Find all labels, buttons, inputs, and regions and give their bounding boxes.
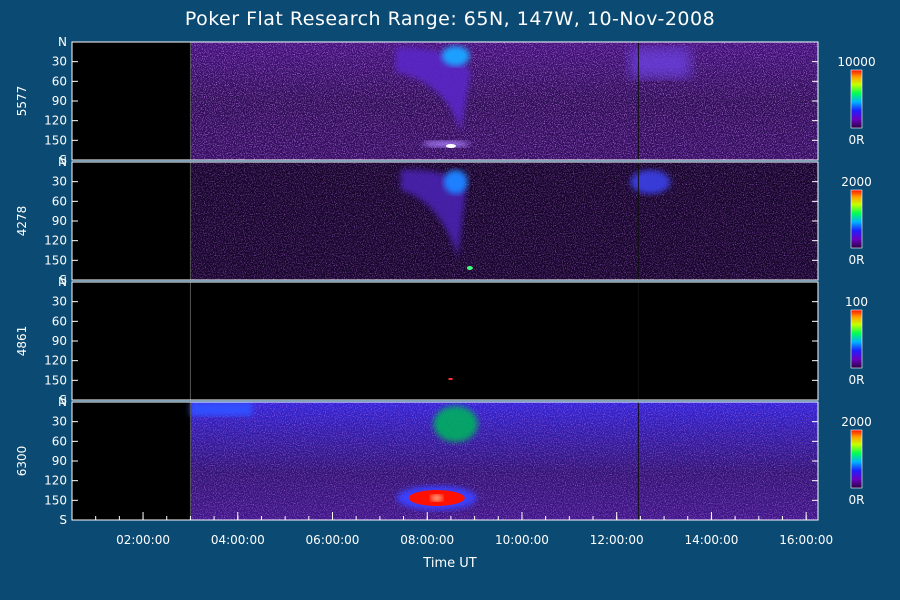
y-tick-label: 90 — [52, 214, 67, 228]
colorbar-min-label: 0R — [849, 493, 865, 507]
y-tick-label: 150 — [44, 373, 67, 387]
y-tick-label: 60 — [52, 434, 67, 448]
colorbar-6300 — [850, 429, 863, 489]
second-arc — [630, 48, 691, 78]
y-tick-label: 150 — [44, 493, 67, 507]
chart-title: Poker Flat Research Range: 65N, 147W, 10… — [184, 8, 716, 30]
colorbar-4861 — [850, 309, 863, 369]
breakup-core — [441, 46, 470, 66]
red-patch-core — [430, 495, 443, 501]
emission-noise — [190, 162, 818, 280]
panel-6300: 6300 N 30 60 90 120 150 S 2000 0R — [15, 395, 872, 527]
y-tick-label: 150 — [44, 253, 67, 267]
x-tick-label: 16:00:00 — [779, 533, 833, 547]
y-tick-label: S — [59, 273, 67, 287]
panel-5577: 5577 N 30 60 90 120 150 S 10000 0R — [15, 35, 876, 167]
panel-4278: 4278 N 30 60 90 120 150 S 2000 0R — [15, 155, 872, 287]
south-spot — [466, 266, 473, 270]
colorbar-min-label: 0R — [849, 133, 865, 147]
y-tick-label: 90 — [52, 454, 67, 468]
y-tick-label: 60 — [52, 194, 67, 208]
y-tick-label: S — [59, 513, 67, 527]
y-tick-label: 60 — [52, 74, 67, 88]
y-tick-label: 120 — [44, 114, 67, 128]
y-tick-label: 150 — [44, 133, 67, 147]
x-axis-label: Time UT — [423, 556, 477, 571]
x-tick-label: 14:00:00 — [684, 533, 738, 547]
red-speck — [448, 378, 453, 380]
y-tick-label: 120 — [44, 474, 67, 488]
y-tick-label: 30 — [52, 175, 67, 189]
breakup-core — [433, 406, 478, 442]
breakup-arc — [395, 47, 471, 132]
y-tick-label: 30 — [52, 415, 67, 429]
y-tick-label: 90 — [52, 334, 67, 348]
y-tick-label: 30 — [52, 55, 67, 69]
y-tick-label: N — [58, 275, 67, 289]
northern-band — [190, 402, 252, 416]
x-tick-label: 08:00:00 — [400, 533, 454, 547]
colorbar-max-label: 2000 — [841, 415, 872, 429]
x-tick-label: 02:00:00 — [116, 533, 170, 547]
x-tick-label: 06:00:00 — [306, 533, 360, 547]
emission-noise — [190, 42, 818, 160]
colorbar-min-label: 0R — [849, 373, 865, 387]
x-tick-label: 12:00:00 — [590, 533, 644, 547]
panel-label-4861: 4861 — [15, 326, 29, 357]
y-tick-label: 90 — [52, 94, 67, 108]
emission-noise — [190, 402, 818, 520]
y-tick-label: 60 — [52, 314, 67, 328]
x-tick-label: 10:00:00 — [495, 533, 549, 547]
colorbar-max-label: 10000 — [837, 55, 875, 69]
colorbar-min-label: 0R — [849, 253, 865, 267]
emission-noise — [72, 282, 818, 400]
breakup-core — [443, 170, 468, 194]
colorbar-max-label: 100 — [845, 295, 868, 309]
second-arc — [630, 170, 671, 194]
y-tick-label: N — [58, 35, 67, 49]
colorbar-4278 — [850, 189, 863, 249]
panel-label-4278: 4278 — [15, 206, 29, 237]
y-tick-label: 30 — [52, 295, 67, 309]
south-spot — [422, 141, 471, 147]
y-tick-label: S — [59, 393, 67, 407]
colorbar-max-label: 2000 — [841, 175, 872, 189]
y-tick-label: S — [59, 153, 67, 167]
y-tick-label: N — [58, 395, 67, 409]
x-tick-label: 04:00:00 — [211, 533, 265, 547]
y-tick-label: 120 — [44, 234, 67, 248]
y-tick-label: 120 — [44, 354, 67, 368]
panel-label-5577: 5577 — [15, 86, 29, 117]
y-tick-label: N — [58, 155, 67, 169]
panel-label-6300: 6300 — [15, 446, 29, 477]
south-spot-core — [445, 144, 456, 148]
colorbar-5577 — [850, 69, 863, 129]
panel-4861: 4861 N 30 60 90 120 150 S 100 0R — [15, 275, 868, 407]
